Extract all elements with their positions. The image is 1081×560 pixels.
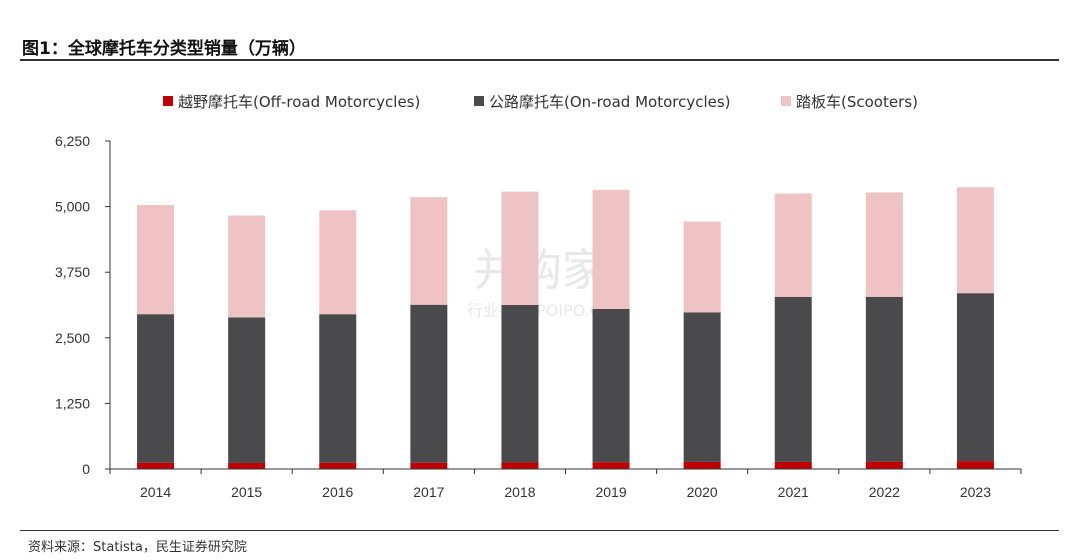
bar-segment-onroad [865,296,903,462]
legend-swatch-onroad [474,96,484,106]
bar-segment-scooter [319,210,357,315]
bar-segment-onroad [501,305,539,463]
x-tick-label: 2017 [413,484,444,500]
bar-segment-onroad [592,308,630,463]
bar-segment-scooter [592,189,630,309]
title-divider [20,59,1059,61]
x-tick-label: 2014 [140,484,171,500]
legend-label-onroad: 公路摩托车(On-road Motorcycles) [489,93,731,111]
bar-segment-onroad [410,304,448,463]
x-tick-label: 2019 [595,484,626,500]
x-tick-label: 2015 [231,484,262,500]
x-tick-label: 2018 [504,484,535,500]
chart-legend: 越野摩托车(Off-road Motorcycles) 公路摩托车(On-road… [163,93,918,111]
bar-segment-scooter [865,192,903,297]
watermark: 并购家 行业报告 POIPO.CN [467,245,613,320]
watermark-sub: 行业报告 POIPO.CN [467,301,613,320]
bar-segment-scooter [774,193,812,297]
bar-segment-scooter [501,191,539,305]
bar-segment-scooter [228,215,266,318]
bar-segment-scooter [956,187,994,294]
source-note: 资料来源：Statista，民生证券研究院 [28,540,247,555]
x-tick-label: 2021 [778,484,809,500]
bar-segment-scooter [410,197,448,305]
legend-label-offroad: 越野摩托车(Off-road Motorcycles) [178,93,420,111]
y-tick-label: 3,750 [55,264,90,280]
bar-segment-offroad [956,461,994,469]
footer-divider [20,530,1059,531]
bar-segment-offroad [683,461,721,469]
x-tick-label: 2020 [687,484,718,500]
bar-segment-scooter [137,205,175,315]
bar-segment-offroad [592,462,630,469]
bar-segment-onroad [228,317,266,463]
legend-label-scooter: 踏板车(Scooters) [796,93,918,111]
bar-segment-offroad [410,462,448,469]
bar-segment-offroad [228,462,266,469]
watermark-main: 并购家 [474,245,606,296]
bar-segment-onroad [683,312,721,462]
x-tick-label: 2016 [322,484,353,500]
y-tick-label: 2,500 [55,330,90,346]
y-tick-label: 0 [82,461,90,477]
bar-segment-onroad [319,314,357,463]
bar-segment-scooter [683,221,721,313]
x-tick-label: 2023 [960,484,991,500]
legend-swatch-scooter [781,96,791,106]
y-axis: 0 1,250 2,500 3,750 5,000 6,250 [55,133,111,477]
x-axis: 2014 2015 2016 2017 2018 2019 2020 2021 2022 2023 [109,468,1022,500]
y-tick-label: 5,000 [55,199,90,215]
bar-segment-offroad [501,462,539,469]
y-tick-label: 1,250 [55,395,90,411]
bar-segment-offroad [319,462,357,469]
bar-segment-onroad [137,314,175,463]
figure-title: 图1：全球摩托车分类型销量（万辆） [22,39,306,59]
bar-segment-offroad [774,461,812,469]
y-tick-label: 6,250 [55,133,90,149]
x-tick-label: 2022 [869,484,900,500]
bar-segment-onroad [956,293,994,462]
bar-group [137,187,994,469]
bar-segment-offroad [137,462,175,469]
legend-swatch-offroad [163,96,173,106]
bar-segment-onroad [774,296,812,462]
bar-segment-offroad [865,461,903,469]
